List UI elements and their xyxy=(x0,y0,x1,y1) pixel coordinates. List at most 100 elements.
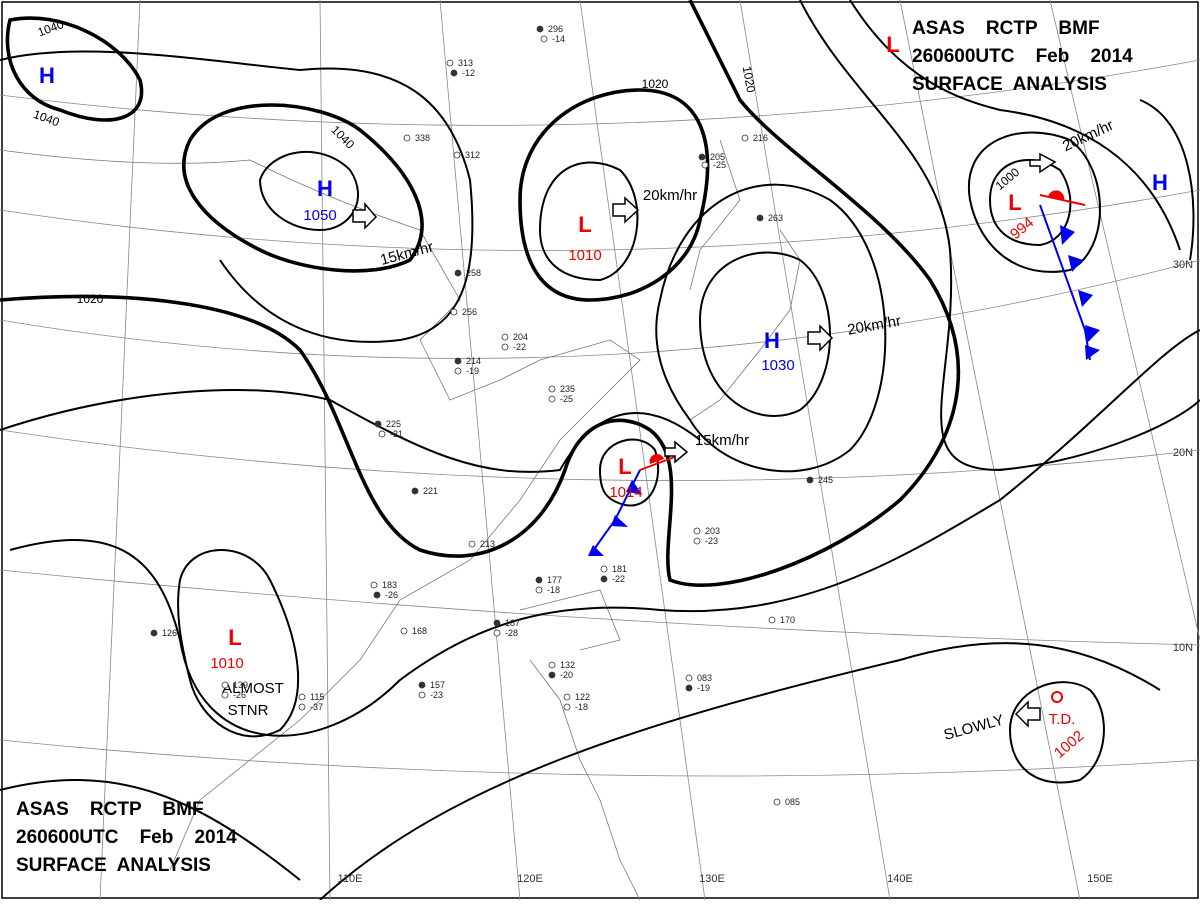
station-marker xyxy=(468,540,476,548)
station-marker xyxy=(400,627,408,635)
station-value: -14 xyxy=(552,34,565,44)
station-value: 338 xyxy=(415,133,430,143)
station-value: -25 xyxy=(713,160,726,170)
station-marker xyxy=(501,343,509,351)
station-value: -26 xyxy=(233,690,246,700)
system-symbol: H xyxy=(39,63,55,88)
station-value: 205 xyxy=(710,152,725,162)
longitude-label: 110E xyxy=(338,873,363,885)
system-symbol: L xyxy=(886,32,899,57)
station-marker xyxy=(535,586,543,594)
station-value: 225 xyxy=(386,419,401,429)
station-value: 177 xyxy=(547,575,562,585)
station-marker xyxy=(454,367,462,375)
station-value: -12 xyxy=(462,68,475,78)
station-marker xyxy=(563,693,571,701)
system-symbol: H xyxy=(1152,170,1168,195)
station-marker xyxy=(698,153,706,161)
tropical-label: T.D. xyxy=(1049,711,1076,728)
station-marker xyxy=(378,430,386,438)
station-marker xyxy=(454,357,462,365)
header-line: ASAS RCTP BMF xyxy=(16,799,204,820)
station-marker xyxy=(150,629,158,637)
station-value: -18 xyxy=(575,702,588,712)
station-marker xyxy=(535,576,543,584)
motion-label: 20km/hr xyxy=(643,187,697,204)
station-value: 235 xyxy=(560,384,575,394)
station-marker xyxy=(540,35,548,43)
station-value: 085 xyxy=(785,797,800,807)
longitude-label: 130E xyxy=(699,873,725,885)
station-value: -19 xyxy=(466,366,479,376)
station-marker xyxy=(418,681,426,689)
station-value: 312 xyxy=(465,150,480,160)
isobar-label: 1020 xyxy=(77,292,104,306)
motion-label: 15km/hr xyxy=(695,432,749,449)
system-pressure: 1014 xyxy=(609,484,642,501)
station-value: -25 xyxy=(560,394,573,404)
system-symbol: H xyxy=(317,176,333,201)
longitude-label: 120E xyxy=(517,873,543,885)
station-value: -37 xyxy=(310,702,323,712)
station-value: 203 xyxy=(705,526,720,536)
isobar-label: 1020 xyxy=(740,65,758,94)
station-value: -26 xyxy=(385,590,398,600)
station-value: -28 xyxy=(505,628,518,638)
station-marker xyxy=(693,537,701,545)
longitude-label: 150E xyxy=(1087,873,1113,885)
header-line: ASAS RCTP BMF xyxy=(912,18,1100,39)
system-pressure: 1010 xyxy=(568,247,601,264)
system-pressure: 1010 xyxy=(210,655,243,672)
system-symbol: L xyxy=(228,625,241,650)
station-marker xyxy=(298,693,306,701)
coastline xyxy=(0,139,801,901)
station-marker xyxy=(221,691,229,699)
station-value: 157 xyxy=(430,680,445,690)
station-marker xyxy=(373,591,381,599)
station-marker xyxy=(536,25,544,33)
system-pressure: 1050 xyxy=(303,207,336,224)
station-value: 221 xyxy=(423,486,438,496)
station-value: -18 xyxy=(547,585,560,595)
station-value: 258 xyxy=(466,268,481,278)
header-line: 260600UTC Feb 2014 xyxy=(912,46,1133,67)
station-marker xyxy=(446,59,454,67)
station-marker xyxy=(685,684,693,692)
station-marker xyxy=(453,151,461,159)
station-marker xyxy=(548,395,556,403)
station-marker xyxy=(501,333,509,341)
station-marker xyxy=(600,575,608,583)
station-marker xyxy=(548,661,556,669)
station-value: -23 xyxy=(430,690,443,700)
station-value: 296 xyxy=(548,24,563,34)
station-marker xyxy=(298,703,306,711)
station-value: 168 xyxy=(412,626,427,636)
station-marker xyxy=(741,134,749,142)
motion-label: STNR xyxy=(228,702,269,719)
isobar-label: 1020 xyxy=(642,77,669,91)
station-marker xyxy=(806,476,814,484)
station-marker xyxy=(600,565,608,573)
station-value: 183 xyxy=(382,580,397,590)
station-marker xyxy=(548,671,556,679)
station-marker xyxy=(221,681,229,689)
station-value: 122 xyxy=(575,692,590,702)
station-marker xyxy=(685,674,693,682)
station-value: 187 xyxy=(505,618,520,628)
station-value: 126 xyxy=(162,628,177,638)
station-marker xyxy=(756,214,764,222)
station-value: 256 xyxy=(462,307,477,317)
station-value: -23 xyxy=(705,536,718,546)
station-value: 245 xyxy=(818,475,833,485)
latitude-label: 10N xyxy=(1173,642,1193,654)
motion-label: ALMOST xyxy=(222,680,284,697)
station-value: 132 xyxy=(560,660,575,670)
header-line: SURFACE ANALYSIS xyxy=(16,855,211,876)
station-value: -22 xyxy=(612,574,625,584)
station-value: 115 xyxy=(310,692,324,702)
station-marker xyxy=(493,629,501,637)
station-marker xyxy=(693,527,701,535)
